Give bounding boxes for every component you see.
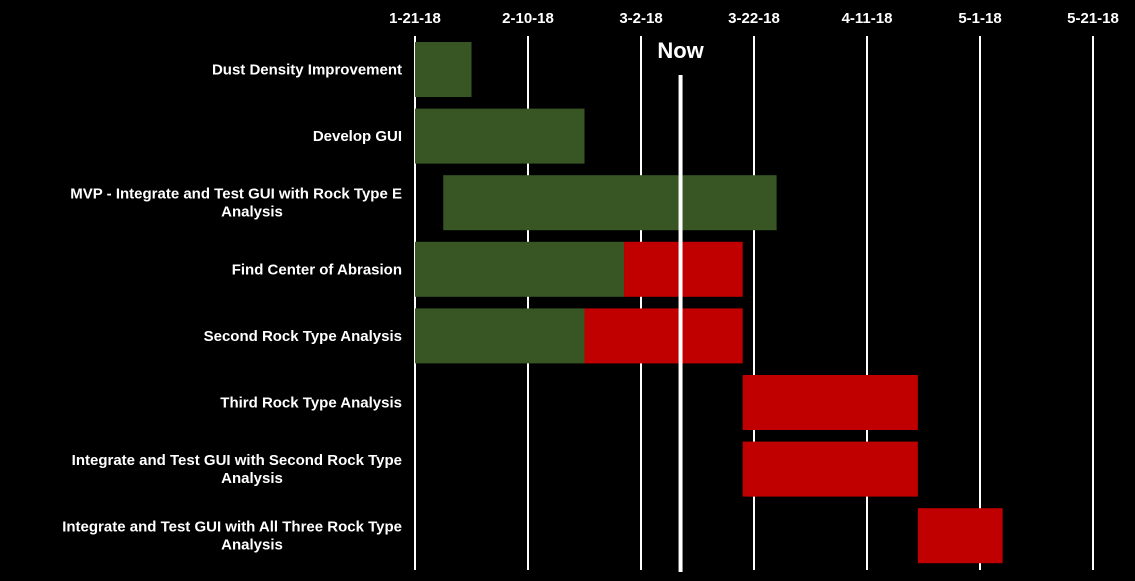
task-labels: Dust Density Improvement Develop GUI MVP -…	[62, 62, 402, 554]
task-label: Second Rock Type Analysis	[204, 328, 402, 345]
task-label: Develop GUI	[313, 128, 402, 145]
bar-remaining	[742, 375, 918, 430]
task-label: Third Rock Type Analysis	[220, 395, 402, 412]
bar-completed	[415, 308, 585, 364]
bar-remaining	[624, 241, 743, 297]
x-tick-label: 2-10-18	[502, 10, 554, 27]
task-bars	[415, 42, 1003, 564]
task-label-line: Analysis	[221, 537, 283, 554]
task-label: Integrate and Test GUI with Second Rock …	[72, 452, 402, 487]
bar-remaining	[584, 308, 743, 364]
task-label-line: Integrate and Test GUI with All Three Ro…	[62, 519, 402, 536]
task-label-line: MVP - Integrate and Test GUI with Rock T…	[70, 186, 402, 203]
task-label: Integrate and Test GUI with All Three Ro…	[62, 519, 402, 554]
now-marker: Now	[657, 38, 705, 572]
bar-completed	[415, 108, 585, 164]
x-tick-label: 5-21-18	[1067, 10, 1119, 27]
x-tick-label: 1-21-18	[389, 10, 441, 27]
x-tick-label: 3-2-18	[619, 10, 662, 27]
task-label-line: Analysis	[221, 204, 283, 221]
task-label-line: Analysis	[221, 470, 283, 487]
x-tick-label: 5-1-18	[958, 10, 1001, 27]
x-axis-tick-labels: 1-21-18 2-10-18 3-2-18 3-22-18 4-11-18 5-1-18…	[389, 10, 1119, 27]
bar-completed	[443, 175, 777, 231]
task-label: Find Center of Abrasion	[232, 261, 402, 278]
bar-completed	[415, 241, 625, 297]
task-label: Dust Density Improvement	[212, 62, 402, 79]
bar-remaining	[742, 441, 918, 497]
x-tick-label: 4-11-18	[842, 10, 893, 27]
task-label: MVP - Integrate and Test GUI with Rock T…	[70, 186, 402, 221]
bar-remaining	[917, 508, 1003, 564]
bar-completed	[415, 42, 472, 97]
x-tick-label: 3-22-18	[728, 10, 780, 27]
task-label-line: Integrate and Test GUI with Second Rock …	[72, 452, 402, 469]
now-label: Now	[657, 38, 704, 63]
